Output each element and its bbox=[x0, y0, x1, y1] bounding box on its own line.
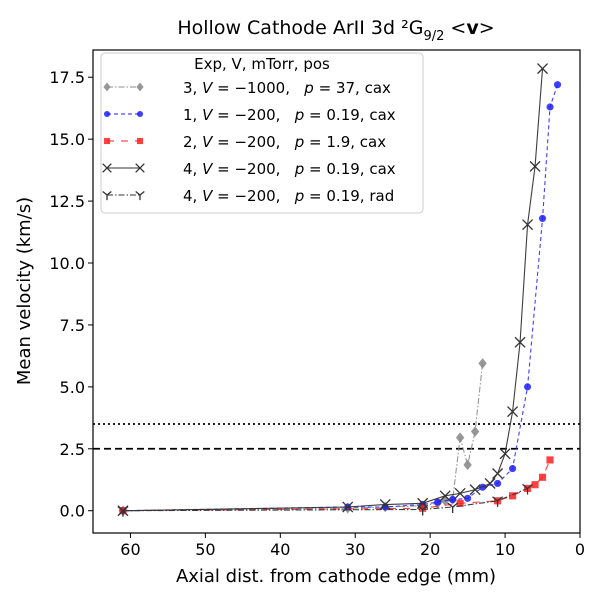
data-point bbox=[546, 456, 554, 464]
data-point bbox=[381, 503, 389, 511]
data-point bbox=[507, 406, 519, 418]
data-point bbox=[434, 498, 442, 506]
series-line bbox=[122, 487, 528, 512]
series-line bbox=[122, 84, 559, 512]
series-layer bbox=[117, 63, 562, 517]
data-point bbox=[492, 496, 504, 507]
legend-entry: 3, V = −1000, p = 37, cax bbox=[103, 79, 391, 97]
data-point bbox=[484, 477, 496, 489]
y-tick-label: 0.0 bbox=[60, 502, 85, 521]
chart-title: Hollow Cathode ArII 3d ²G9/2 <v> bbox=[177, 17, 494, 44]
x-tick-label: 20 bbox=[420, 540, 440, 559]
data-point bbox=[449, 495, 457, 504]
legend-marker bbox=[136, 82, 144, 92]
y-axis-label: Mean velocity (km/s) bbox=[14, 197, 35, 385]
data-point bbox=[464, 494, 472, 502]
data-point bbox=[447, 502, 459, 514]
data-point bbox=[522, 483, 534, 495]
x-axis-label: Axial dist. from cathode edge (mm) bbox=[176, 566, 496, 587]
data-point bbox=[523, 383, 532, 391]
data-point bbox=[117, 506, 129, 517]
data-point bbox=[492, 468, 504, 480]
legend-marker bbox=[103, 137, 111, 145]
legend-marker bbox=[135, 163, 145, 173]
y-tick-label: 5.0 bbox=[60, 378, 85, 397]
legend-entry: 1, V = −200, p = 0.19, cax bbox=[103, 106, 396, 124]
reference-lines bbox=[93, 423, 580, 450]
legend-marker bbox=[136, 110, 144, 118]
x-tick-label: 50 bbox=[195, 540, 215, 559]
x-tick-label: 60 bbox=[120, 540, 140, 559]
series-line bbox=[122, 363, 484, 512]
data-point bbox=[455, 432, 465, 443]
legend-label: 4, V = −200, p = 0.19, cax bbox=[183, 160, 396, 178]
legend-label: 1, V = −200, p = 0.19, cax bbox=[183, 106, 396, 124]
data-point bbox=[478, 358, 487, 369]
series-0 bbox=[118, 358, 487, 516]
x-tick-label: 30 bbox=[345, 540, 365, 559]
plot-frame bbox=[92, 49, 581, 534]
data-point bbox=[514, 336, 526, 348]
x-tick-label: 40 bbox=[270, 540, 290, 559]
data-point bbox=[463, 459, 472, 471]
data-point bbox=[538, 473, 547, 481]
y-tick-label: 7.5 bbox=[60, 316, 85, 335]
legend-box bbox=[100, 52, 424, 214]
legend-marker bbox=[135, 191, 145, 201]
legend-label: 2, V = −200, p = 1.9, cax bbox=[183, 133, 386, 151]
y-tick-label: 17.5 bbox=[49, 68, 85, 87]
legend-marker bbox=[103, 82, 111, 92]
legend: Exp, V, mTorr, pos 3, V = −1000, p = 37,… bbox=[100, 52, 424, 214]
data-point bbox=[379, 499, 391, 511]
data-point bbox=[417, 504, 429, 516]
data-point bbox=[538, 214, 547, 223]
legend-label: 4, V = −200, p = 0.19, rad bbox=[183, 187, 394, 205]
data-point bbox=[553, 81, 562, 89]
data-point bbox=[342, 501, 354, 513]
legend-entry: 4, V = −200, p = 0.19, rad bbox=[102, 187, 394, 205]
legend-marker bbox=[102, 163, 112, 173]
data-point bbox=[470, 426, 480, 437]
legend-label: 3, V = −1000, p = 37, cax bbox=[183, 79, 391, 97]
data-point bbox=[439, 490, 451, 502]
legend-marker bbox=[102, 191, 112, 201]
y-tick-label: 12.5 bbox=[49, 192, 85, 211]
data-point bbox=[522, 219, 534, 231]
data-point bbox=[499, 448, 511, 460]
data-point bbox=[419, 504, 427, 512]
legend-marker bbox=[103, 110, 111, 118]
legend-entry: 4, V = −200, p = 0.19, cax bbox=[102, 160, 396, 178]
y-axis: 0.0 2.5 5.0 7.5 10.0 12.5 15.0 17.5 bbox=[49, 68, 93, 521]
legend-marker bbox=[136, 137, 144, 145]
x-tick-label: 0 bbox=[575, 540, 585, 559]
data-point bbox=[537, 63, 549, 75]
y-tick-label: 2.5 bbox=[60, 440, 85, 459]
legend-entry: 2, V = −200, p = 1.9, cax bbox=[103, 133, 386, 151]
data-point bbox=[456, 499, 464, 507]
data-point bbox=[546, 103, 554, 111]
data-point bbox=[531, 481, 539, 489]
data-point bbox=[494, 479, 502, 488]
data-point bbox=[508, 465, 517, 473]
y-tick-label: 10.0 bbox=[49, 254, 85, 273]
x-axis: 60 50 40 30 20 10 0 bbox=[120, 533, 585, 559]
legend-title: Exp, V, mTorr, pos bbox=[194, 55, 330, 73]
data-point bbox=[454, 487, 466, 499]
series-4 bbox=[117, 483, 534, 517]
data-point bbox=[469, 484, 481, 496]
y-tick-label: 15.0 bbox=[49, 130, 85, 149]
data-point bbox=[508, 492, 517, 500]
x-tick-label: 10 bbox=[495, 540, 515, 559]
data-point bbox=[529, 160, 541, 172]
